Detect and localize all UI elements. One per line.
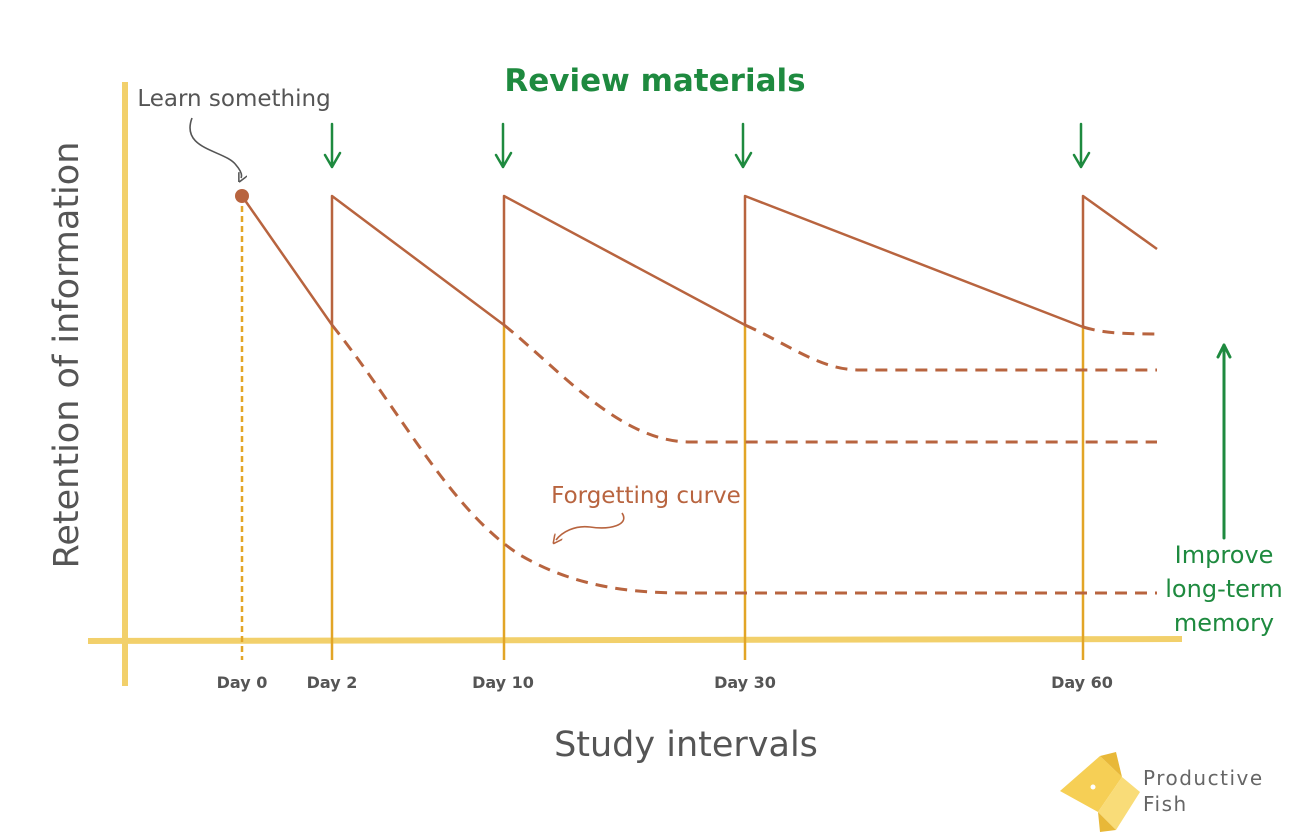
diagram-title: Review materials (504, 63, 805, 99)
improve-label-line3: memory (1174, 609, 1274, 637)
day-label: Day 30 (714, 673, 776, 692)
learn-point (235, 189, 249, 203)
day-label: Day 2 (307, 673, 358, 692)
y-axis-label: Retention of information (47, 142, 87, 569)
brand-name-line1: Productive (1143, 766, 1264, 790)
review-arrow-icon (494, 122, 513, 169)
x-axis (87, 636, 1183, 644)
improve-arrow-icon (1216, 343, 1232, 540)
improve-label-line2: long-term (1165, 575, 1282, 603)
learn-something-label: Learn something (137, 86, 330, 112)
forgetting-curve-1 (330, 324, 1157, 595)
forgetting-curve-2 (503, 323, 1157, 444)
day-label: Day 0 (217, 673, 268, 692)
forgetting-curve-label: Forgetting curve (551, 483, 741, 509)
memory-curve (240, 194, 1158, 329)
day-label: Day 10 (472, 673, 534, 692)
day-label: Day 60 (1051, 673, 1113, 692)
improve-label-line1: Improve (1175, 541, 1274, 569)
review-arrow-icon (1072, 122, 1091, 169)
brand-name-line2: Fish (1143, 792, 1188, 816)
review-arrow-icon (323, 122, 342, 169)
x-axis-label: Study intervals (554, 725, 818, 765)
forgetting-pointer-arrow (556, 512, 625, 540)
forgetting-curve-3 (744, 323, 1157, 372)
fish-logo-icon (1060, 752, 1140, 832)
forgetting-curve-4 (1082, 325, 1158, 336)
learn-pointer-arrow (189, 117, 242, 178)
review-arrow-icon (734, 122, 753, 169)
